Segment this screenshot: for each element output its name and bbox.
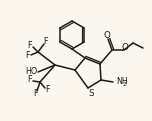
- Text: F: F: [28, 76, 32, 84]
- Text: F: F: [46, 86, 50, 95]
- Text: HO: HO: [25, 68, 37, 76]
- Text: O: O: [122, 42, 128, 52]
- Text: F: F: [26, 52, 30, 60]
- Text: S: S: [88, 88, 94, 98]
- Text: F: F: [33, 90, 37, 98]
- Text: F: F: [44, 38, 48, 46]
- Text: 2: 2: [123, 82, 126, 87]
- Text: NH: NH: [116, 77, 128, 87]
- Text: O: O: [104, 30, 111, 39]
- Text: F: F: [28, 41, 32, 49]
